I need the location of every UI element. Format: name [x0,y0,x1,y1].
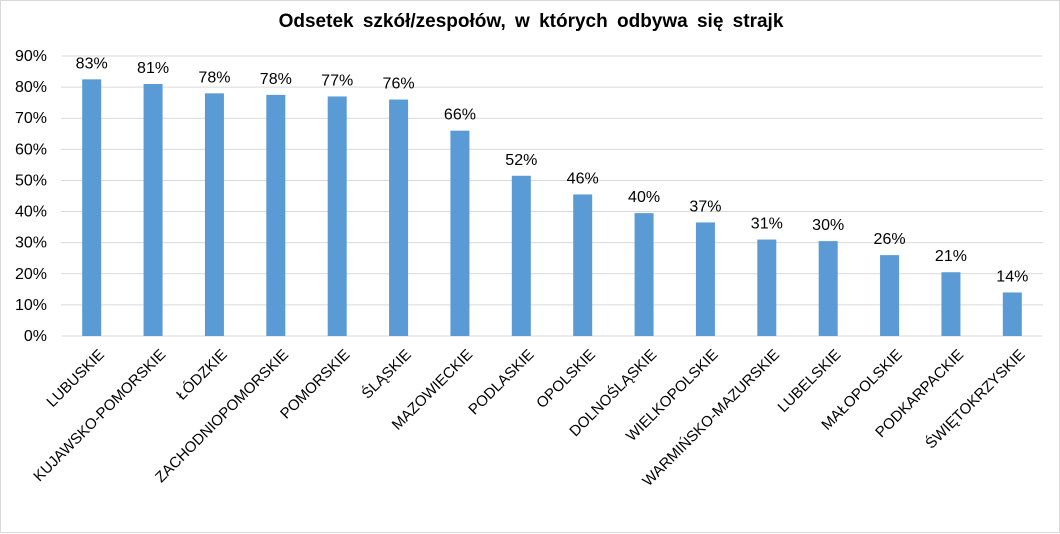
data-label: 52% [505,152,537,169]
bar [143,84,163,336]
y-tick-label: 60% [15,141,47,158]
bar [634,213,654,336]
x-tick-label: ŚLĄSKIE [358,345,415,402]
y-tick-label: 0% [24,328,47,345]
y-tick-label: 70% [15,110,47,127]
y-tick-label: 80% [15,79,47,96]
bar [266,94,286,336]
bar [757,239,777,336]
data-label: 78% [260,71,292,88]
data-label: 66% [444,107,476,124]
data-label: 77% [321,72,353,89]
bar [941,272,961,336]
bar [82,79,102,336]
bar [389,99,409,336]
y-tick-label: 50% [15,172,47,189]
x-tick-label: LUBUSKIE [43,346,107,410]
data-label: 40% [628,189,660,206]
bar [327,96,347,336]
y-tick-label: 40% [15,204,47,221]
x-tick-label: ŁÓDZKIE [173,346,230,403]
x-tick-label: OPOLSKIE [533,346,599,412]
bar [573,194,593,336]
x-tick-label: KUJAWSKO-POMORSKIE [30,346,169,485]
data-label: 37% [689,198,721,215]
data-label: 31% [751,216,783,233]
y-tick-label: 20% [15,266,47,283]
bar [511,175,531,336]
chart-title: Odsetek szkół/zespołów, w których odbywa… [278,11,784,32]
data-label: 83% [76,55,108,72]
data-label: 30% [812,217,844,234]
bar [695,222,715,336]
data-label: 21% [935,248,967,265]
bar [204,93,224,336]
bar [1002,292,1022,336]
data-label: 81% [137,60,169,77]
y-tick-label: 30% [15,235,47,252]
y-tick-label: 10% [15,297,47,314]
bar [450,130,470,336]
data-label: 78% [198,69,230,86]
data-label: 14% [996,268,1028,285]
bar [880,255,900,336]
bar [818,241,838,336]
data-label: 26% [874,231,906,248]
x-tick-label: PODLASKIE [465,346,537,418]
x-tick-label: ŚWIĘTOKRZYSKIE [922,345,1029,452]
data-label: 46% [567,170,599,187]
x-tick-label: ZACHODNIOPOMORSKIE [152,346,292,486]
y-tick-label: 90% [15,48,47,65]
data-label: 76% [383,76,415,93]
